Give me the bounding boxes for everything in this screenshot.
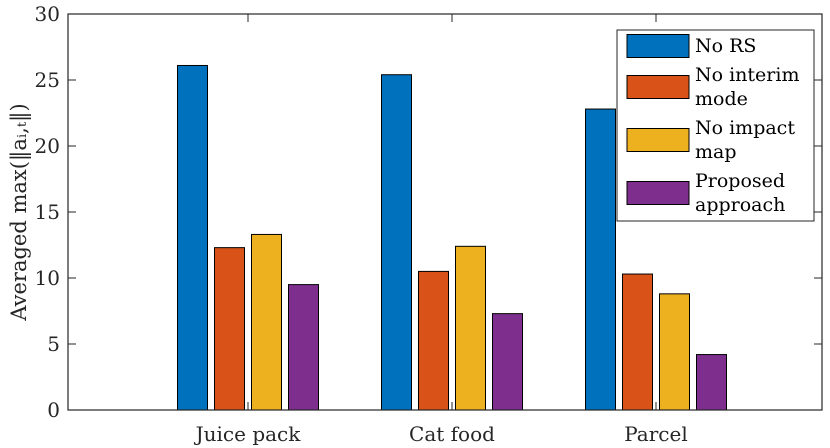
bar-no-rs-cat-food	[381, 74, 412, 411]
legend-label-no-rs: No RS	[695, 35, 756, 57]
x-tick-label: Cat food	[409, 422, 495, 446]
y-tick-label: 5	[47, 332, 60, 356]
bar-no-interim-mode-cat-food	[418, 270, 449, 411]
y-tick-label: 15	[35, 200, 60, 224]
bar-proposed-approach-parcel	[696, 354, 727, 411]
bar-no-interim-mode-juice-pack	[214, 247, 245, 411]
bar-no-rs-juice-pack	[177, 64, 208, 411]
y-tick-label: 0	[47, 398, 60, 422]
bar-proposed-approach-juice-pack	[288, 284, 319, 411]
y-axis-title: Averaged max(‖aᵢ,ₜ‖)	[7, 103, 32, 321]
bar-proposed-approach-cat-food	[492, 313, 523, 411]
y-tick-label: 10	[35, 266, 60, 290]
legend-swatch-proposed-approach	[626, 181, 690, 205]
legend-swatch-no-interim-mode	[626, 75, 690, 99]
y-axis-title-group: Averaged max(‖aᵢ,ₜ‖)	[7, 103, 32, 321]
legend-swatch-no-impact-map	[626, 128, 690, 152]
x-tick-label: Juice pack	[194, 422, 302, 446]
bar-no-interim-mode-parcel	[622, 273, 653, 411]
x-tick-label: Parcel	[624, 422, 687, 446]
y-tick-label: 20	[35, 134, 60, 158]
bars	[177, 64, 727, 411]
y-tick-label: 25	[35, 68, 60, 92]
x-axis-ticks: Juice pack Cat food Parcel	[194, 14, 688, 446]
legend-swatch-no-rs	[626, 34, 690, 58]
y-tick-label: 30	[35, 2, 60, 26]
y-axis-ticks: 0 5 10 15 20 25 30	[35, 2, 822, 422]
legend-label-no-impact-map: No impact map	[695, 117, 795, 163]
legend-label-no-interim-mode: No interim mode	[695, 64, 799, 110]
legend: No RS No interim mode No impact map Proposed a…	[616, 29, 815, 222]
bar-no-impact-map-cat-food	[455, 245, 486, 411]
bar-no-impact-map-juice-pack	[251, 233, 282, 411]
bar-no-impact-map-parcel	[659, 293, 690, 411]
bar-no-rs-parcel	[585, 108, 616, 411]
legend-label-proposed-approach: Proposed approach	[695, 170, 785, 216]
